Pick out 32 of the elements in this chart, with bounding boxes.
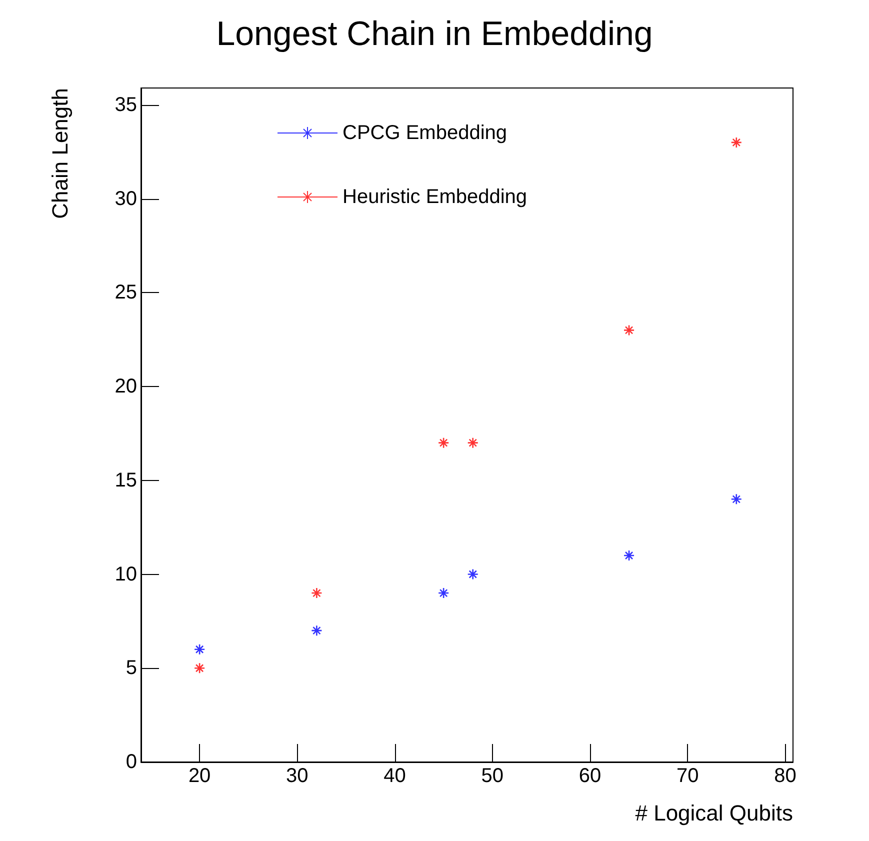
legend-label: CPCG Embedding — [342, 122, 508, 144]
point — [311, 624, 322, 636]
point — [730, 136, 742, 148]
y-tick-label: 25 — [114, 282, 137, 304]
chart-title: Longest Chain in Embedding — [216, 15, 653, 53]
y-tick-label: 10 — [114, 563, 137, 586]
y-tick-label: 0 — [126, 751, 137, 773]
legend-label: Heuristic Embedding — [342, 186, 528, 208]
point — [730, 494, 742, 505]
y-axis-title: Chain Length — [48, 88, 72, 219]
x-tick-label: 60 — [578, 765, 602, 787]
point — [194, 662, 206, 674]
x-tick-label: 40 — [384, 765, 406, 787]
point — [623, 550, 635, 562]
y-tick-label: 30 — [114, 188, 137, 210]
y-tick-label: 5 — [126, 657, 137, 680]
x-tick-label: 70 — [676, 765, 699, 787]
y-tick-label: 35 — [114, 94, 137, 116]
x-tick-label: 20 — [188, 765, 211, 787]
point — [467, 568, 479, 580]
x-tick-label: 50 — [481, 765, 504, 787]
y-tick-label: 20 — [114, 376, 137, 398]
point — [467, 437, 479, 448]
point — [623, 324, 635, 336]
x-tick-label: 80 — [774, 765, 796, 787]
x-tick-label: 30 — [286, 765, 308, 787]
x-axis-title: # Logical Qubits — [635, 800, 793, 826]
point — [311, 587, 322, 599]
point — [438, 437, 450, 448]
point — [194, 644, 206, 656]
y-tick-label: 15 — [114, 469, 137, 492]
point — [438, 587, 450, 599]
